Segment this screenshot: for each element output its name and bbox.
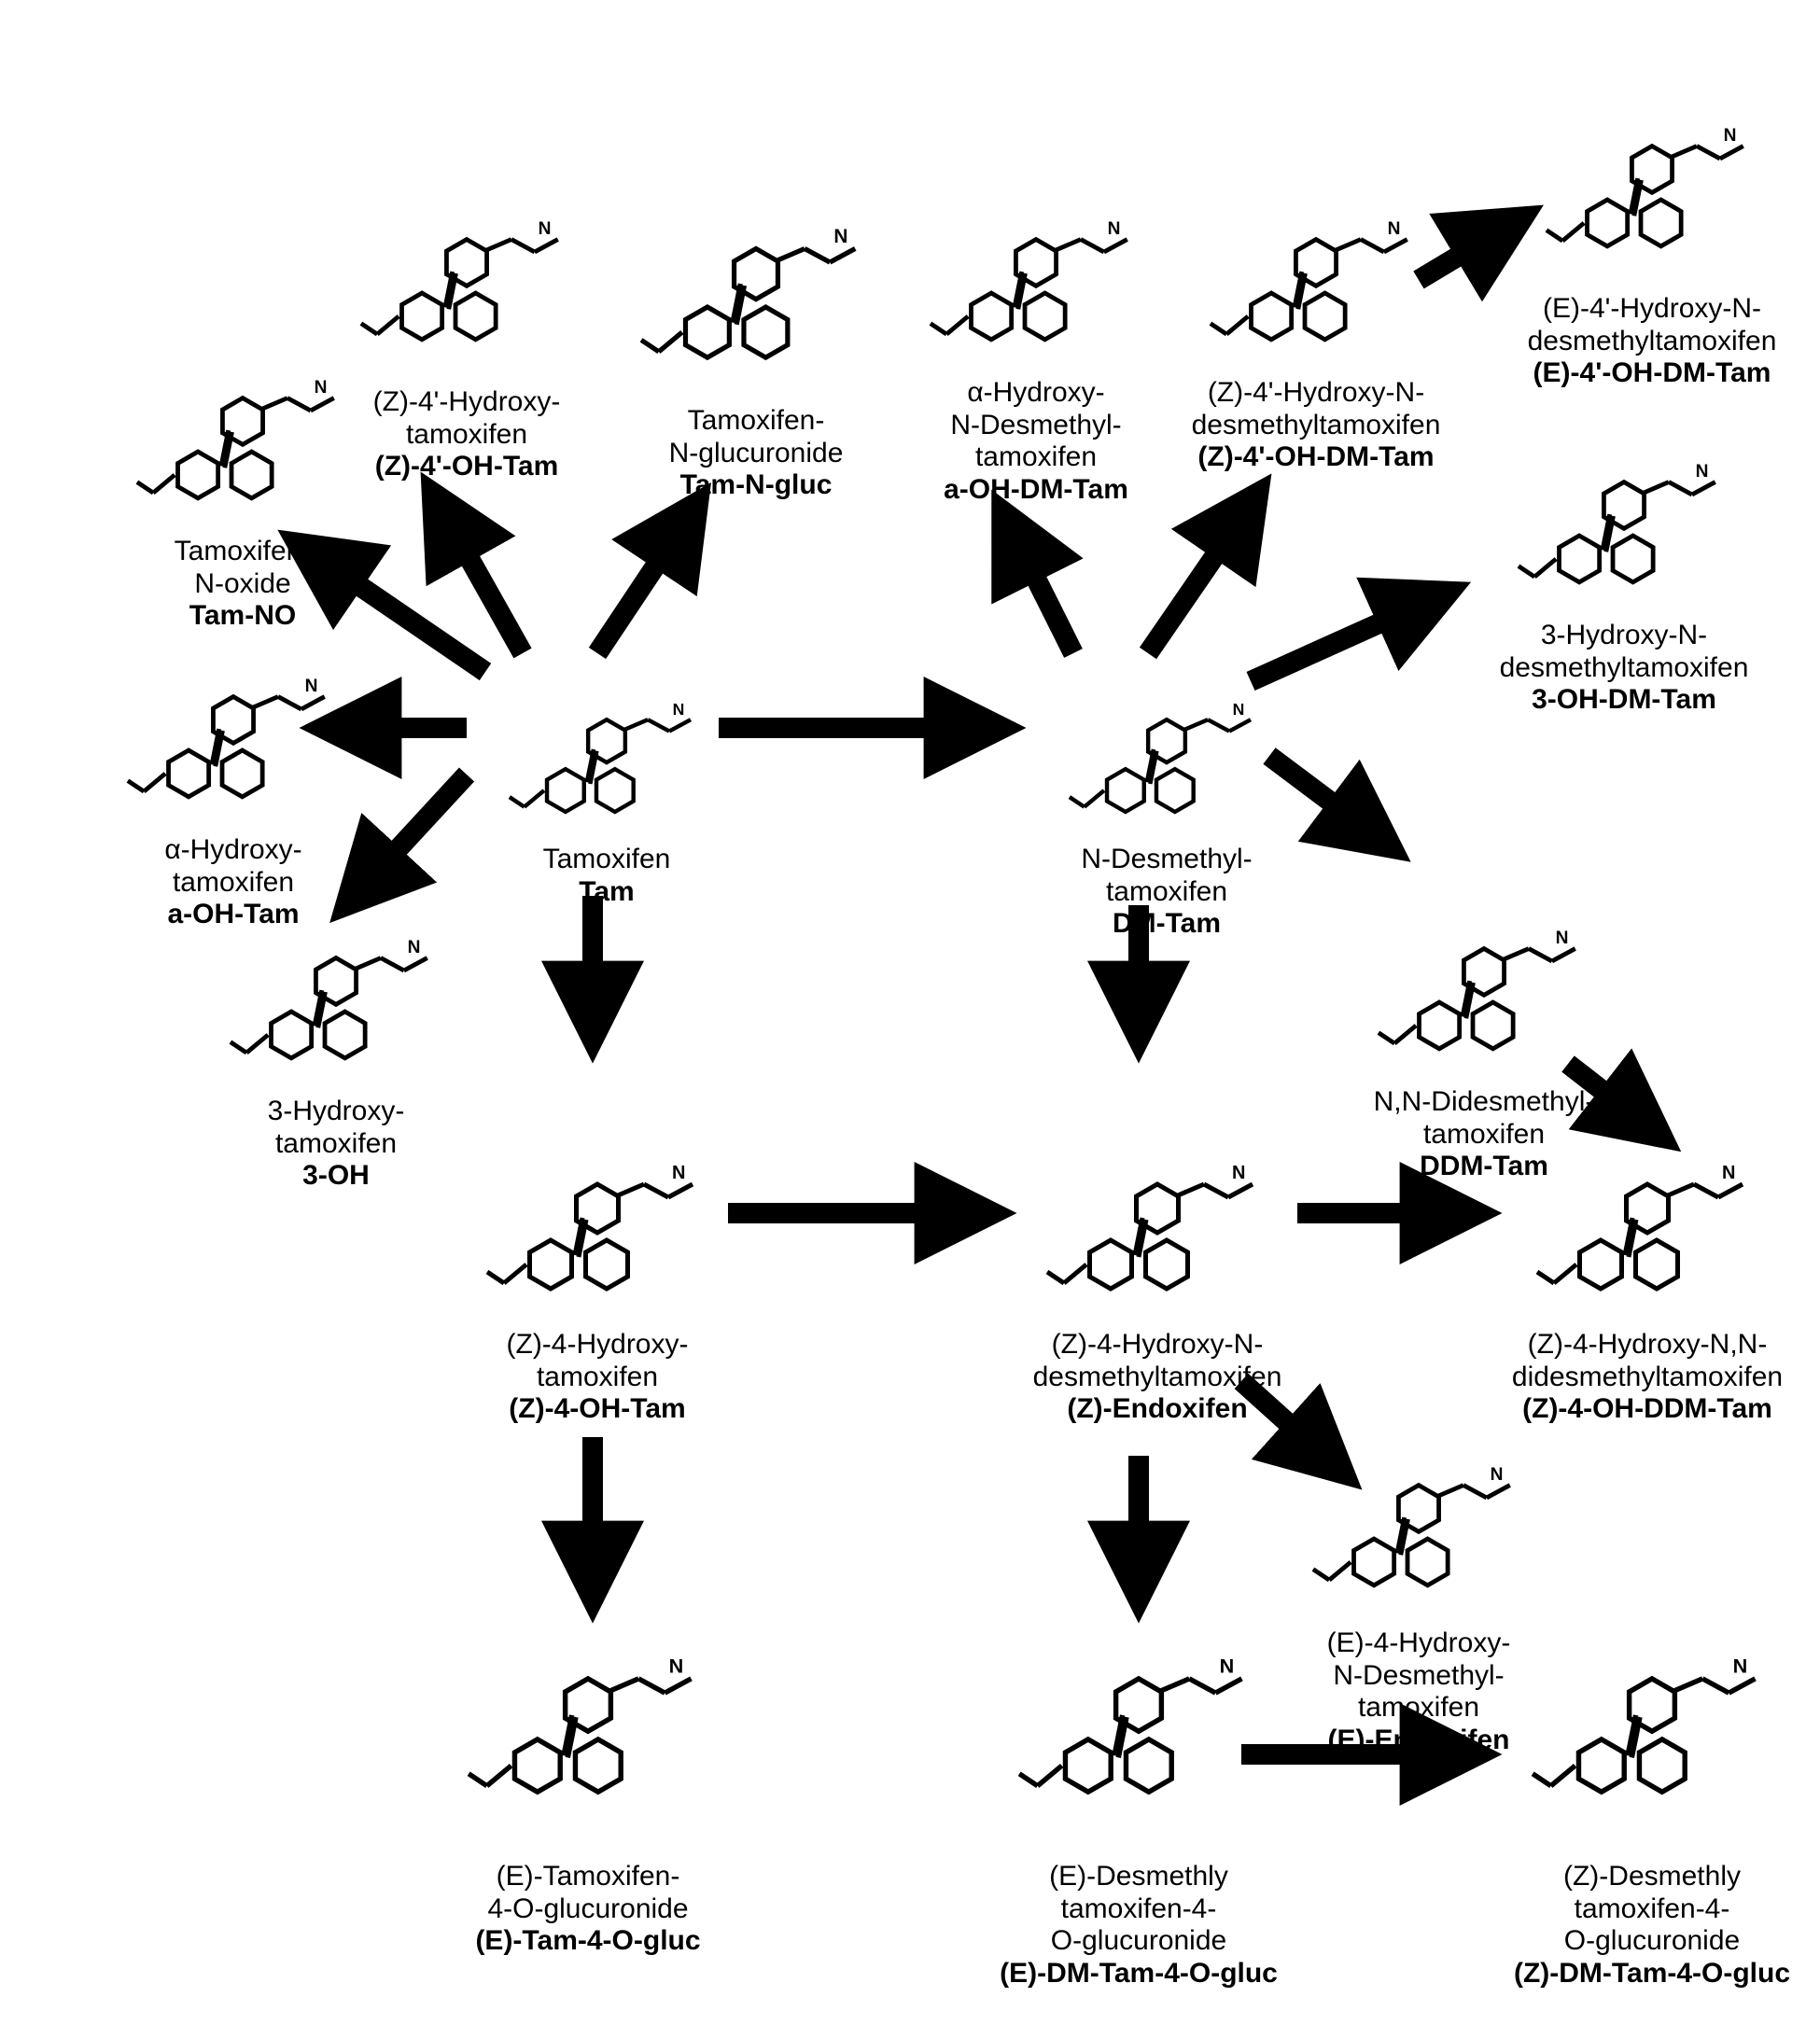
structure-icon: N: [359, 205, 574, 383]
svg-text:N: N: [408, 938, 420, 957]
svg-text:N: N: [1233, 700, 1244, 719]
metabolite-dm_tam: N N-Desmethyl- tamoxifen DM-Tam: [1027, 700, 1307, 941]
metabolite-z4_oh_ddm: N (Z)-4-Hydroxy-N,N- didesmethyltamoxife…: [1493, 1157, 1801, 1426]
svg-text:N: N: [1733, 1654, 1747, 1677]
compound-abbr: Tam-N-gluc: [625, 469, 887, 502]
structure-icon: N: [1535, 1157, 1759, 1325]
structure-icon: N: [1045, 1157, 1269, 1325]
svg-text:N: N: [315, 378, 327, 398]
structure-icon: N: [1377, 924, 1591, 1082]
compound-abbr: DM-Tam: [1027, 908, 1307, 941]
metabolite-z_dm_gluc: N (Z)-Desmethly tamoxifen-4- O-glucuroni…: [1493, 1624, 1811, 1990]
compound-name: Tamoxifen: [467, 844, 747, 876]
metabolite-z4p_oh_dm: N (Z)-4'-Hydroxy-N- desmethyltamoxifen (…: [1176, 215, 1456, 474]
metabolite-tam: N Tamoxifen Tam: [467, 700, 747, 908]
compound-abbr: a-OH-DM-Tam: [905, 474, 1167, 507]
compound-abbr: 3-OH: [215, 1160, 457, 1193]
reaction-arrow: [597, 513, 691, 653]
structure-icon: N: [1545, 112, 1759, 289]
compound-abbr: (E)-4'-OH-DM-Tam: [1503, 357, 1801, 390]
structure-icon: N: [1209, 215, 1423, 373]
compound-name: (Z)-4'-Hydroxy- tamoxifen: [345, 386, 588, 451]
structure-icon: N: [485, 1157, 709, 1325]
reaction-arrow: [1251, 597, 1437, 681]
reaction-arrow: [1148, 504, 1251, 653]
compound-abbr: Tam-NO: [121, 600, 364, 633]
metabolite-3_oh: N 3-Hydroxy- tamoxifen 3-OH: [215, 933, 457, 1193]
compound-name: (Z)-Desmethly tamoxifen-4- O-glucuronide: [1493, 1861, 1811, 1958]
svg-text:N: N: [1108, 219, 1120, 239]
svg-text:N: N: [1696, 462, 1708, 482]
structure-icon: N: [1311, 1456, 1526, 1624]
reaction-arrow: [355, 775, 467, 896]
metabolite-3_oh_dm: N 3-Hydroxy-N- desmethyltamoxifen 3-OH-D…: [1475, 457, 1773, 717]
compound-name: Tamoxifen- N-glucuronide: [625, 405, 887, 469]
compound-abbr: (E)-DM-Tam-4-O-gluc: [980, 1958, 1297, 1990]
metabolite-e_tam_gluc: N (E)-Tamoxifen- 4-O-glucuronide (E)-Tam…: [439, 1624, 737, 1958]
structure-icon: N: [229, 933, 443, 1092]
reaction-arrow: [1008, 523, 1073, 653]
structure-icon: N: [1017, 1624, 1260, 1857]
metabolite-z_endox: N (Z)-4-Hydroxy-N- desmethyltamoxifen (Z…: [1008, 1157, 1307, 1426]
compound-abbr: 3-OH-DM-Tam: [1475, 684, 1773, 717]
structure-icon: N: [467, 1624, 709, 1857]
compound-name: (Z)-4'-Hydroxy-N- desmethyltamoxifen: [1176, 377, 1456, 441]
compound-name: 3-Hydroxy- tamoxifen: [215, 1096, 457, 1160]
compound-name: (E)-4'-Hydroxy-N- desmethyltamoxifen: [1503, 293, 1801, 357]
compound-abbr: (E)-Tam-4-O-gluc: [439, 1925, 737, 1958]
metabolite-ddm: N N,N-Didesmethyl- tamoxifen DDM-Tam: [1344, 924, 1624, 1183]
metabolite-a_oh: N α-Hydroxy- tamoxifen a-OH-Tam: [112, 672, 355, 931]
metabolite-z4_oh: N (Z)-4-Hydroxy- tamoxifen (Z)-4-OH-Tam: [457, 1157, 737, 1426]
svg-text:N: N: [1220, 1654, 1234, 1677]
metabolite-tam_no: N Tamoxifen- N-oxide Tam-NO: [121, 373, 364, 633]
structure-icon: N: [126, 672, 341, 831]
compound-name: (E)-Tamoxifen- 4-O-glucuronide: [439, 1861, 737, 1925]
compound-name: N,N-Didesmethyl- tamoxifen: [1344, 1086, 1624, 1151]
metabolite-tam_n_gluc: N Tamoxifen- N-glucuronide Tam-N-gluc: [625, 215, 887, 502]
compound-name: 3-Hydroxy-N- desmethyltamoxifen: [1475, 620, 1773, 684]
compound-name: (Z)-4-Hydroxy-N,N- didesmethyltamoxifen: [1493, 1329, 1801, 1393]
compound-abbr: (Z)-Endoxifen: [1008, 1393, 1307, 1426]
metabolite-a_oh_dm: N α-Hydroxy- N-Desmethyl- tamoxifen a-OH…: [905, 215, 1167, 506]
structure-icon: N: [1517, 457, 1731, 616]
svg-text:N: N: [1556, 929, 1568, 948]
compound-name: α-Hydroxy- N-Desmethyl- tamoxifen: [905, 377, 1167, 474]
compound-abbr: Tam: [467, 876, 747, 909]
svg-text:N: N: [1232, 1163, 1245, 1183]
compound-name: Tamoxifen- N-oxide: [121, 536, 364, 600]
svg-text:N: N: [673, 700, 684, 719]
svg-text:N: N: [1491, 1465, 1503, 1485]
structure-icon: N: [135, 373, 350, 532]
compound-abbr: (Z)-4'-OH-DM-Tam: [1176, 441, 1456, 474]
svg-text:N: N: [1724, 126, 1736, 146]
metabolite-e_dm_gluc: N (E)-Desmethly tamoxifen-4- O-glucuroni…: [980, 1624, 1297, 1990]
svg-text:N: N: [1722, 1163, 1735, 1183]
compound-abbr: (Z)-4-OH-Tam: [457, 1393, 737, 1426]
structure-icon: N: [1531, 1624, 1773, 1857]
compound-abbr: a-OH-Tam: [112, 899, 355, 931]
structure-icon: N: [639, 215, 873, 401]
metabolite-e4p_oh_dm: N (E)-4'-Hydroxy-N- desmethyltamoxifen (…: [1503, 112, 1801, 390]
svg-text:N: N: [1388, 219, 1400, 239]
metabolite-z4p_oh: N (Z)-4'-Hydroxy- tamoxifen (Z)-4'-OH-Ta…: [345, 205, 588, 483]
svg-text:N: N: [833, 226, 847, 247]
structure-icon: N: [495, 700, 719, 840]
compound-abbr: (Z)-4'-OH-Tam: [345, 451, 588, 483]
compound-name: N-Desmethyl- tamoxifen: [1027, 844, 1307, 908]
compound-abbr: (Z)-4-OH-DDM-Tam: [1493, 1393, 1801, 1426]
compound-name: (E)-Desmethly tamoxifen-4- O-glucuronide: [980, 1861, 1297, 1958]
compound-name: (Z)-4-Hydroxy- tamoxifen: [457, 1329, 737, 1393]
svg-text:N: N: [305, 677, 317, 696]
structure-icon: N: [1055, 700, 1279, 840]
svg-text:N: N: [669, 1654, 683, 1677]
svg-text:N: N: [672, 1163, 685, 1183]
structure-icon: N: [929, 215, 1143, 373]
compound-abbr: (Z)-DM-Tam-4-O-gluc: [1493, 1958, 1811, 1990]
compound-name: α-Hydroxy- tamoxifen: [112, 834, 355, 899]
compound-name: (Z)-4-Hydroxy-N- desmethyltamoxifen: [1008, 1329, 1307, 1393]
reaction-arrow: [439, 504, 523, 653]
svg-text:N: N: [539, 219, 551, 239]
